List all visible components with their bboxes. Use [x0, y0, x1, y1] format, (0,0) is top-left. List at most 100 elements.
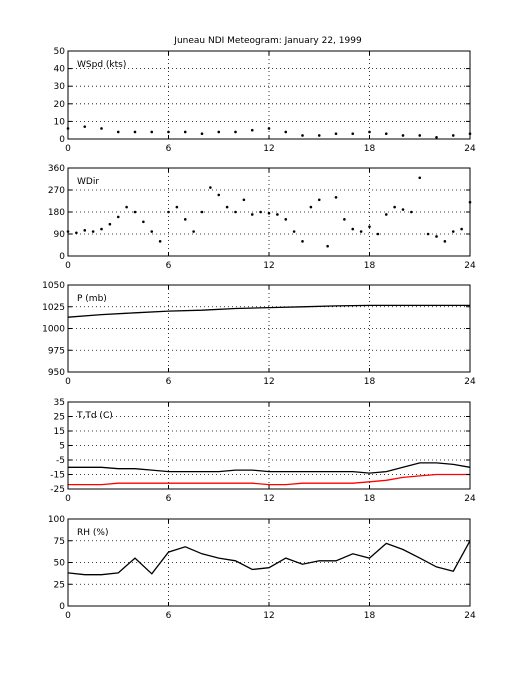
- data-point: [125, 205, 128, 209]
- y-tick-label: 0: [59, 252, 65, 262]
- data-point: [435, 135, 438, 139]
- data-point: [133, 130, 137, 134]
- y-tick-label: 1050: [42, 281, 65, 291]
- x-tick-label: 24: [464, 261, 476, 271]
- x-tick-label: 18: [364, 494, 376, 504]
- y-tick-label: 50: [54, 559, 66, 569]
- data-point: [183, 218, 187, 221]
- x-tick-label: 6: [166, 494, 172, 504]
- data-point: [83, 125, 87, 128]
- data-point: [158, 240, 162, 243]
- data-point: [393, 205, 396, 209]
- y-tick-label: 950: [48, 368, 65, 378]
- data-point: [83, 229, 87, 232]
- data-point: [209, 186, 212, 189]
- data-point: [284, 130, 288, 134]
- x-tick-label: 24: [464, 611, 476, 621]
- data-point: [100, 227, 103, 231]
- data-point: [351, 227, 355, 231]
- x-tick-label: 6: [166, 611, 172, 621]
- panel-1: 0 6 12 18 24 0 10 20 30 40 50 WSpd (kts): [54, 47, 476, 154]
- x-tick-label: 6: [166, 377, 172, 387]
- data-point: [217, 193, 221, 197]
- data-point: [368, 130, 371, 134]
- panel-5: 0 6 12 18 24 0 25 50 75 100 RH (%): [48, 515, 476, 621]
- x-tick-label: 6: [166, 261, 172, 271]
- series-line-1: [68, 462, 471, 474]
- x-tick-label: 12: [263, 144, 274, 154]
- panel-label: T,Td (C): [76, 411, 113, 421]
- series-line-2: [68, 473, 470, 486]
- data-point: [234, 210, 237, 214]
- data-point: [200, 132, 204, 136]
- data-point: [317, 198, 321, 202]
- data-point: [326, 244, 329, 248]
- x-tick-label: 24: [464, 377, 476, 387]
- data-point: [451, 230, 455, 233]
- data-point: [259, 210, 262, 214]
- series-line-1: [67, 540, 471, 576]
- data-point: [435, 235, 438, 238]
- data-point: [359, 230, 363, 233]
- data-point: [267, 211, 271, 215]
- y-tick-label: 25: [54, 580, 65, 590]
- y-tick-label: 90: [54, 230, 66, 240]
- panel-label: P (mb): [77, 294, 107, 304]
- panel-2: 0 6 12 18 24 0 90 180 270 360 WDir: [48, 164, 476, 271]
- data-point: [451, 134, 455, 137]
- y-tick-label: 15: [54, 427, 65, 437]
- data-point: [368, 225, 371, 228]
- data-point: [225, 205, 229, 209]
- data-point: [242, 198, 246, 202]
- data-point: [167, 130, 170, 134]
- data-point: [100, 127, 103, 130]
- data-point: [267, 127, 271, 130]
- y-tick-label: 975: [48, 346, 65, 356]
- y-tick-label: -15: [50, 471, 65, 481]
- y-tick-label: 20: [54, 100, 66, 110]
- x-tick-label: 0: [65, 611, 71, 621]
- data-point: [460, 227, 463, 231]
- data-point: [426, 232, 430, 236]
- x-tick-label: 18: [364, 377, 376, 387]
- panel-label: RH (%): [77, 528, 108, 538]
- data-point: [301, 134, 304, 137]
- panel-4: 0 6 12 18 24 -25 -15 -5 5 15 25 35 T,Td (C): [50, 398, 476, 504]
- data-point: [142, 220, 145, 224]
- y-tick-label: 100: [48, 515, 65, 525]
- data-point: [167, 210, 170, 214]
- data-point: [276, 213, 279, 216]
- data-point: [410, 210, 413, 214]
- y-tick-label: 1000: [42, 325, 65, 335]
- data-point: [284, 218, 288, 221]
- data-point: [301, 240, 304, 243]
- data-point: [401, 134, 405, 137]
- figure-title: Juneau NDI Meteogram: January 22, 1999: [173, 36, 362, 46]
- y-tick-label: 35: [54, 398, 65, 408]
- data-point: [75, 231, 78, 235]
- data-point: [91, 230, 95, 233]
- y-tick-label: 30: [54, 82, 66, 92]
- data-point: [250, 213, 254, 216]
- data-point: [175, 205, 179, 209]
- x-tick-label: 6: [166, 144, 172, 154]
- panel-label: WDir: [77, 177, 99, 187]
- y-tick-label: 360: [48, 164, 65, 174]
- y-tick-label: 75: [54, 537, 65, 547]
- x-tick-label: 24: [464, 494, 476, 504]
- data-point: [334, 132, 338, 136]
- y-tick-label: 50: [54, 47, 66, 57]
- x-tick-label: 0: [65, 261, 71, 271]
- data-point: [292, 230, 296, 233]
- x-tick-label: 0: [65, 494, 71, 504]
- y-tick-label: 180: [48, 208, 65, 218]
- y-tick-label: -25: [50, 485, 65, 495]
- data-point: [116, 130, 120, 134]
- x-tick-label: 24: [464, 144, 476, 154]
- y-tick-label: -5: [56, 456, 65, 466]
- data-point: [116, 215, 120, 219]
- data-point: [418, 134, 422, 137]
- data-point: [234, 130, 237, 134]
- y-tick-label: 0: [59, 602, 65, 612]
- x-tick-label: 12: [263, 494, 274, 504]
